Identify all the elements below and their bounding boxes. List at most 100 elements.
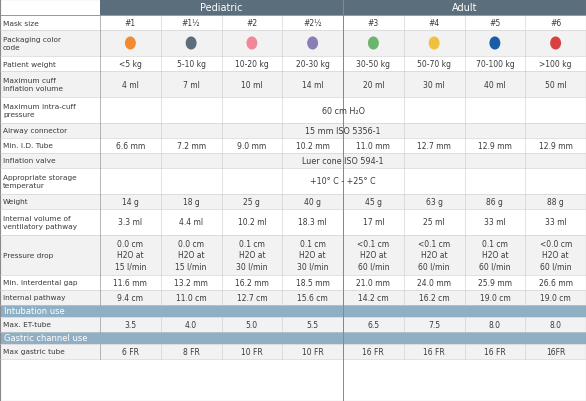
Bar xyxy=(343,290,404,305)
Bar xyxy=(0,0,586,16)
Text: 0.1 cm
H2O at
30 l/min: 0.1 cm H2O at 30 l/min xyxy=(236,240,268,271)
Text: 45 g: 45 g xyxy=(365,198,382,207)
Text: #4: #4 xyxy=(428,19,440,28)
Bar xyxy=(161,16,222,31)
Text: 86 g: 86 g xyxy=(486,198,503,207)
Bar xyxy=(161,57,222,72)
Bar xyxy=(0,344,100,359)
Text: #5: #5 xyxy=(489,19,500,28)
Bar xyxy=(465,72,525,98)
Bar xyxy=(100,290,161,305)
Bar xyxy=(161,139,222,154)
Text: Inflation valve: Inflation valve xyxy=(3,158,56,164)
Bar xyxy=(525,194,586,209)
Text: 0.1 cm
H2O at
60 l/min: 0.1 cm H2O at 60 l/min xyxy=(479,240,510,271)
Text: 7.5: 7.5 xyxy=(428,320,440,329)
Bar xyxy=(0,168,100,194)
Bar xyxy=(343,275,404,290)
Bar xyxy=(404,16,465,31)
Bar xyxy=(343,57,404,72)
Text: 6.6 mm: 6.6 mm xyxy=(116,142,145,151)
Text: 25 g: 25 g xyxy=(243,198,260,207)
Bar xyxy=(0,235,100,275)
Bar xyxy=(100,98,586,124)
Bar xyxy=(343,209,404,235)
Bar xyxy=(404,57,465,72)
Text: 30-50 kg: 30-50 kg xyxy=(356,60,390,69)
Text: 4 ml: 4 ml xyxy=(122,80,139,89)
Bar xyxy=(525,16,586,31)
Text: Luer cone ISO 594-1: Luer cone ISO 594-1 xyxy=(302,157,384,166)
Bar xyxy=(222,139,282,154)
Text: 10 FR: 10 FR xyxy=(302,347,323,356)
Text: 10 FR: 10 FR xyxy=(241,347,263,356)
Bar xyxy=(465,235,525,275)
Bar xyxy=(525,317,586,332)
Bar xyxy=(404,31,465,57)
Text: Max gastric tube: Max gastric tube xyxy=(3,348,64,354)
Text: 20 ml: 20 ml xyxy=(363,80,384,89)
Bar xyxy=(465,290,525,305)
Bar xyxy=(100,344,161,359)
Text: 16 FR: 16 FR xyxy=(363,347,384,356)
Bar xyxy=(161,31,222,57)
Text: #2: #2 xyxy=(246,19,257,28)
Bar xyxy=(100,168,586,194)
Bar xyxy=(0,98,100,124)
Text: Min. I.D. Tube: Min. I.D. Tube xyxy=(3,143,53,149)
Ellipse shape xyxy=(489,37,500,51)
Text: Pediatric: Pediatric xyxy=(200,3,243,13)
Text: 70-100 kg: 70-100 kg xyxy=(475,60,515,69)
Text: 16FR: 16FR xyxy=(546,347,565,356)
Text: 5.5: 5.5 xyxy=(306,320,319,329)
Text: 16.2 cm: 16.2 cm xyxy=(419,293,449,302)
Bar xyxy=(222,209,282,235)
Text: Internal volume of
ventilatory pathway: Internal volume of ventilatory pathway xyxy=(3,216,77,229)
Text: 15 mm ISO 5356-1: 15 mm ISO 5356-1 xyxy=(305,127,381,136)
Text: 60 cm H₂O: 60 cm H₂O xyxy=(322,106,364,115)
Text: #1½: #1½ xyxy=(182,19,200,28)
Bar xyxy=(0,16,100,31)
Text: 25 ml: 25 ml xyxy=(423,218,445,227)
Text: 7.2 mm: 7.2 mm xyxy=(176,142,206,151)
Bar xyxy=(222,57,282,72)
Bar xyxy=(0,194,100,209)
Bar xyxy=(465,317,525,332)
Bar xyxy=(404,275,465,290)
Bar xyxy=(0,31,100,57)
Bar xyxy=(0,0,100,16)
Bar xyxy=(100,235,161,275)
Text: Gastric channel use: Gastric channel use xyxy=(4,334,87,342)
Bar xyxy=(282,139,343,154)
Text: 16.2 mm: 16.2 mm xyxy=(235,278,269,287)
Bar xyxy=(0,57,100,72)
Text: Min. interdental gap: Min. interdental gap xyxy=(3,280,77,286)
Bar xyxy=(343,194,404,209)
Bar xyxy=(465,209,525,235)
Text: Intubation use: Intubation use xyxy=(4,307,64,316)
Text: 21.0 mm: 21.0 mm xyxy=(356,278,390,287)
Bar xyxy=(222,16,282,31)
Text: 14 g: 14 g xyxy=(122,198,139,207)
Bar xyxy=(0,139,100,154)
Text: >100 kg: >100 kg xyxy=(539,60,572,69)
Bar xyxy=(161,290,222,305)
Bar xyxy=(465,31,525,57)
Bar xyxy=(282,72,343,98)
Bar xyxy=(525,57,586,72)
Ellipse shape xyxy=(125,37,136,51)
Text: 25.9 mm: 25.9 mm xyxy=(478,278,512,287)
Text: 26.6 mm: 26.6 mm xyxy=(539,278,573,287)
Text: Pressure drop: Pressure drop xyxy=(3,252,53,258)
Text: 30 ml: 30 ml xyxy=(423,80,445,89)
Text: 11.0 mm: 11.0 mm xyxy=(356,142,390,151)
Text: 16 FR: 16 FR xyxy=(423,347,445,356)
Bar xyxy=(100,194,161,209)
Bar xyxy=(525,139,586,154)
Text: 33 ml: 33 ml xyxy=(545,218,567,227)
Text: 17 ml: 17 ml xyxy=(363,218,384,227)
Ellipse shape xyxy=(307,37,318,51)
Bar xyxy=(404,235,465,275)
Bar xyxy=(343,344,404,359)
Ellipse shape xyxy=(550,37,561,51)
